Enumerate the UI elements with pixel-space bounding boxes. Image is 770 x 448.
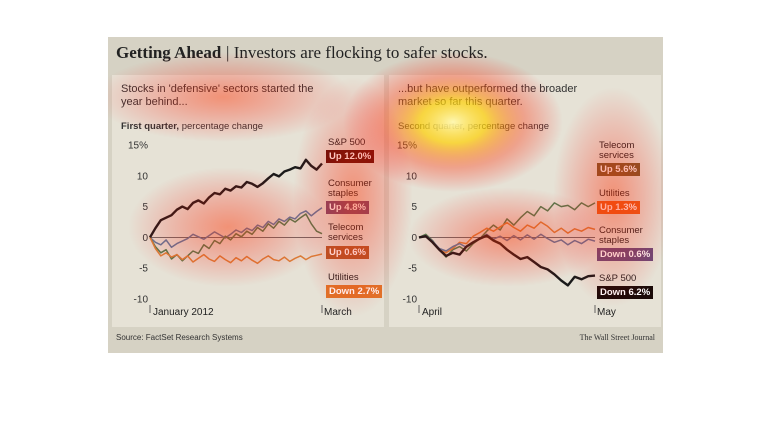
chart-panel-first-quarter: Stocks in 'defensive' sectors started th… (112, 75, 384, 327)
label-telecom: Telecom services (599, 140, 635, 161)
y-tick-label: -10 (134, 295, 149, 306)
y-tick-label: 0 (142, 233, 148, 244)
title-rest: Investors are flocking to safer stocks. (233, 43, 488, 62)
y-tick-label: 15% (128, 141, 148, 152)
infographic: Getting Ahead | Investors are flocking t… (108, 37, 663, 353)
y-tick-label: 15% (397, 141, 417, 152)
x-label-end: March (324, 307, 352, 318)
y-tick-label: 10 (406, 171, 418, 182)
title-separator: | (226, 43, 234, 62)
chart-panel-second-quarter: ...but have outperformed the broader mar… (389, 75, 661, 327)
series-line-consumer-staples (149, 207, 323, 249)
x-label-start: January 2012 (153, 307, 214, 318)
credit-note: The Wall Street Journal (579, 333, 655, 342)
series-line-s-p-500 (418, 234, 596, 287)
badge-sp500: Down 6.2% (597, 286, 654, 299)
label-telecom: Telecom services (328, 222, 364, 243)
label-utilities: Utilities (599, 188, 630, 199)
badge-consumer-staples: Down 0.6% (597, 248, 654, 261)
y-tick-label: 10 (137, 171, 149, 182)
y-tick-label: -5 (408, 264, 417, 275)
label-sp500: S&P 500 (328, 137, 366, 148)
badge-consumer-staples: Up 4.8% (326, 201, 369, 214)
source-note: Source: FactSet Research Systems (116, 333, 243, 342)
series-line-s-p-500 (148, 158, 323, 239)
label-consumer-staples: Consumer staples (328, 178, 372, 199)
badge-utilities: Down 2.7% (326, 285, 383, 298)
title-bold: Getting Ahead (116, 43, 222, 62)
label-consumer-staples: Consumer staples (599, 225, 643, 246)
badge-telecom: Up 5.6% (597, 163, 640, 176)
x-label-end: May (597, 307, 616, 318)
y-tick-label: -10 (403, 295, 418, 306)
y-tick-label: -5 (139, 264, 148, 275)
y-tick-label: 5 (411, 202, 417, 213)
badge-telecom: Up 0.6% (326, 246, 369, 259)
badge-sp500: Up 12.0% (326, 150, 375, 163)
x-label-start: April (422, 307, 442, 318)
y-tick-label: 0 (411, 233, 417, 244)
y-tick-label: 5 (142, 202, 148, 213)
badge-utilities: Up 1.3% (597, 201, 640, 214)
label-sp500: S&P 500 (599, 273, 637, 284)
series-line-utilities (149, 237, 323, 265)
label-utilities: Utilities (328, 272, 359, 283)
page-title: Getting Ahead | Investors are flocking t… (116, 43, 488, 63)
